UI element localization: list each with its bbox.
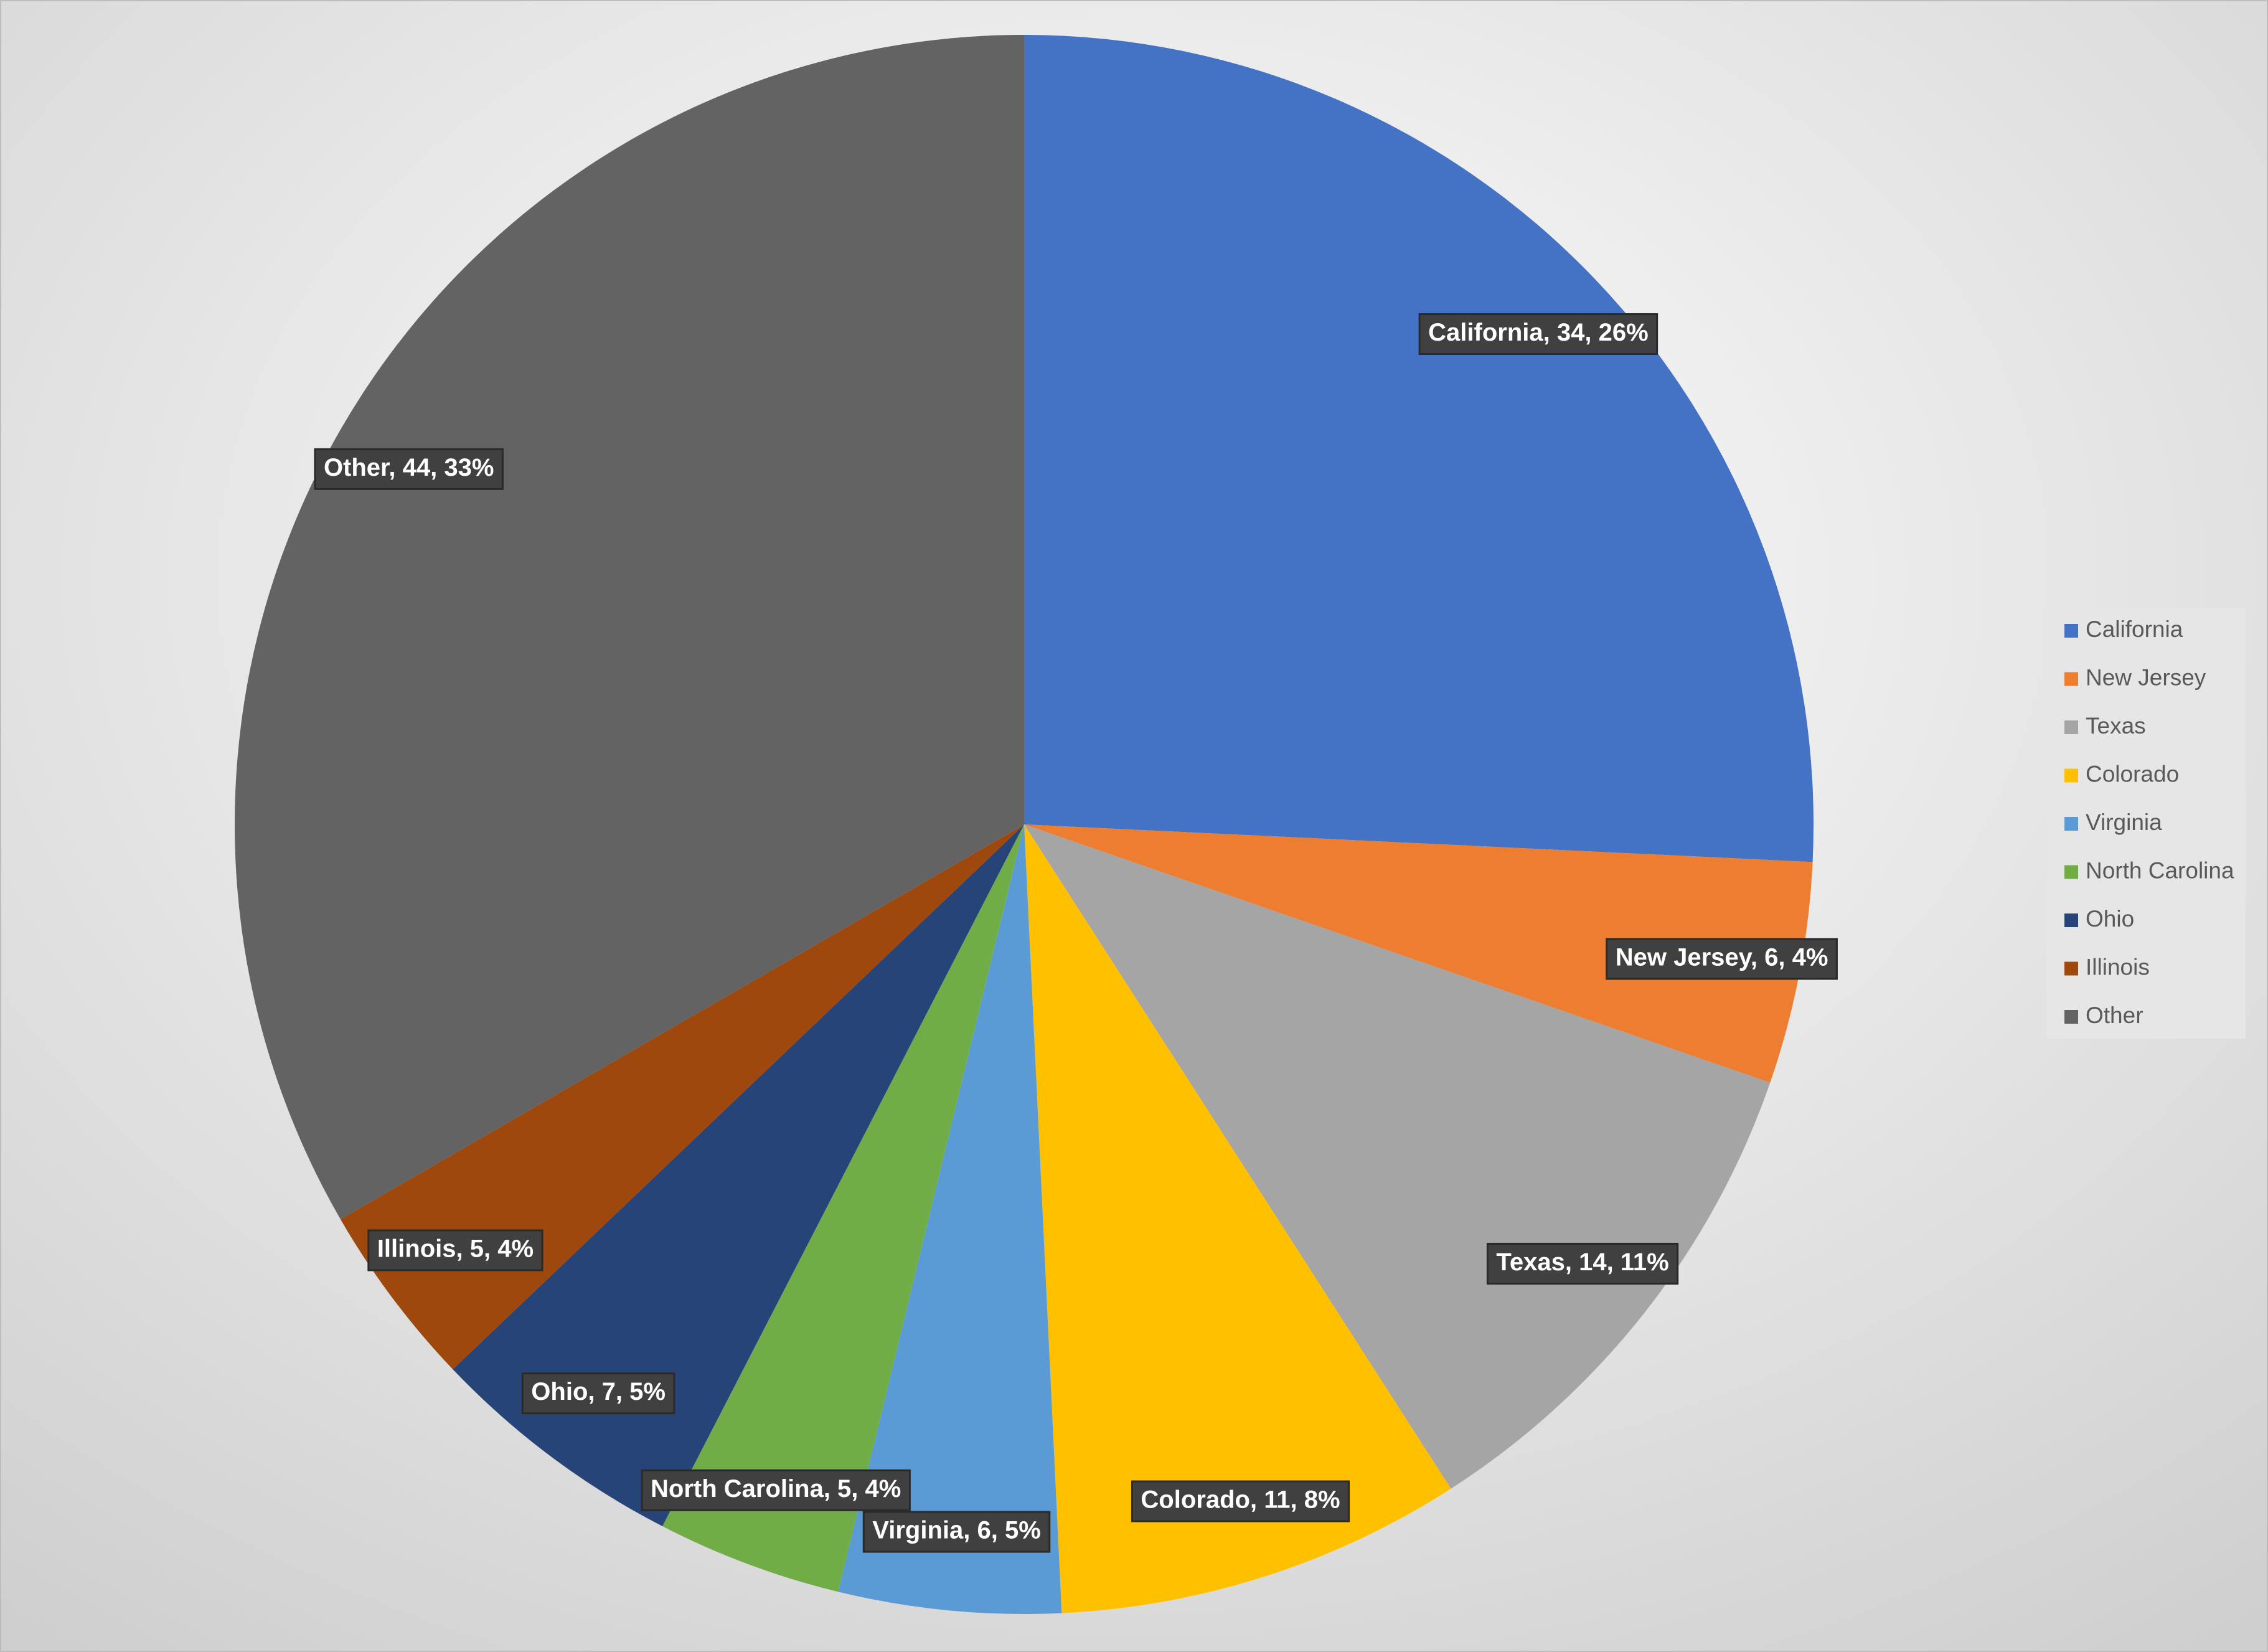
pie-slice <box>1024 35 1814 862</box>
data-label-background <box>1418 313 1659 355</box>
legend-label: California <box>2086 616 2183 642</box>
data-label-background <box>1131 1480 1350 1522</box>
legend-label: Illinois <box>2086 954 2150 979</box>
data-label: North Carolina, 5, 4% <box>651 1475 901 1503</box>
data-label-background <box>1606 938 1838 980</box>
data-label-background <box>641 1469 911 1511</box>
legend-label: Ohio <box>2086 906 2134 932</box>
data-label-background <box>521 1372 675 1415</box>
data-label-background <box>1486 1242 1679 1285</box>
legend-swatch <box>2064 720 2078 734</box>
data-label: California, 34, 26% <box>1428 319 1648 346</box>
data-label-background <box>862 1511 1051 1553</box>
data-label: Colorado, 11, 8% <box>1141 1486 1340 1514</box>
data-label: Ohio, 7, 5% <box>531 1378 666 1405</box>
data-label-background <box>367 1229 543 1272</box>
pie-slice <box>662 824 1024 1592</box>
pie-slice <box>453 824 1024 1527</box>
data-label: New Jersey, 6, 4% <box>1616 944 1828 971</box>
legend-swatch <box>2064 672 2078 686</box>
data-label: Virginia, 6, 5% <box>872 1517 1041 1544</box>
legend-swatch <box>2064 865 2078 879</box>
data-label: Texas, 14, 11% <box>1496 1248 1668 1276</box>
legend-label: Virginia <box>2086 809 2162 835</box>
legend-label: New Jersey <box>2086 664 2206 690</box>
legend-swatch <box>2064 1010 2078 1024</box>
legend-swatch <box>2064 913 2078 927</box>
legend-swatch <box>2064 817 2078 831</box>
pie-slice <box>1024 824 1451 1613</box>
legend-label: Texas <box>2086 713 2146 739</box>
legend-box <box>2046 608 2246 1039</box>
legend-label: North Carolina <box>2086 857 2234 883</box>
legend-swatch <box>2064 961 2078 976</box>
legend-label: Other <box>2086 1003 2143 1028</box>
legend-label: Colorado <box>2086 761 2179 786</box>
pie-slice <box>1024 824 1813 1083</box>
data-label: Other, 44, 33% <box>324 454 494 481</box>
pie-slice <box>1024 824 1771 1489</box>
pie-slice <box>235 35 1024 1219</box>
legend-swatch <box>2064 624 2078 638</box>
data-label-background <box>314 448 504 490</box>
pie-slice <box>838 824 1062 1614</box>
legend-swatch <box>2064 768 2078 783</box>
data-label: Illinois, 5, 4% <box>377 1235 534 1262</box>
